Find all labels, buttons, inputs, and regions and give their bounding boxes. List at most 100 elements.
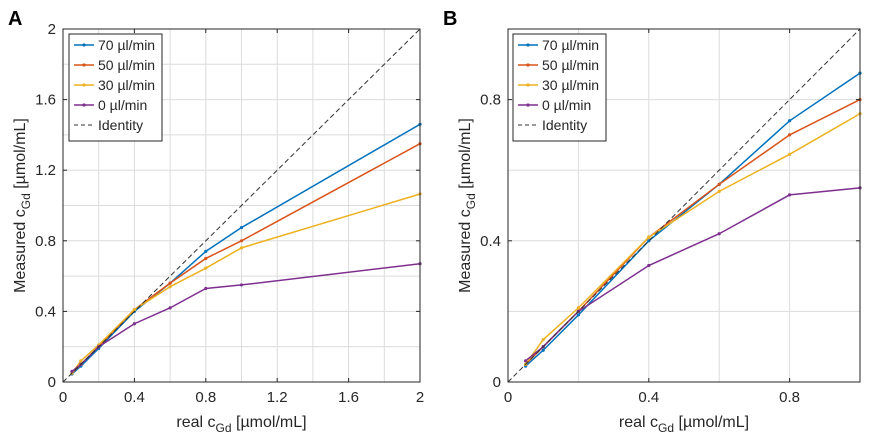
legend-box bbox=[68, 33, 163, 142]
data-point-30-l-min bbox=[168, 285, 172, 289]
ticks: 0 0.4 0.8 0 0.4 0.8 bbox=[480, 29, 860, 406]
y-axis-label-suffix: [µmol/mL] bbox=[457, 118, 474, 193]
legend-label-70-l-min: 70 µl/min bbox=[542, 37, 599, 53]
panel-label: B bbox=[443, 8, 457, 30]
legend-label-50-l-min: 50 µl/min bbox=[542, 57, 599, 73]
legend-label-70-l-min: 70 µl/min bbox=[98, 37, 155, 53]
legend-marker-50-l-min bbox=[82, 63, 86, 67]
data-point-30-l-min bbox=[717, 189, 721, 193]
y-tick-label: 0.4 bbox=[480, 233, 501, 250]
x-axis-label-prefix: real c bbox=[619, 414, 658, 431]
ticks: 0 0.4 0.8 1.2 1.6 2 0 0.4 0.8 1.2 1.6 2 bbox=[35, 21, 424, 406]
data-point-30-l-min bbox=[79, 359, 83, 363]
data-point-70-l-min bbox=[239, 225, 244, 230]
x-axis-label-sub: Gd bbox=[216, 421, 232, 435]
legend-label-30-l-min: 30 µl/min bbox=[98, 77, 155, 93]
legend-marker-70-l-min bbox=[82, 43, 86, 47]
x-axis-label-sub: Gd bbox=[658, 421, 674, 435]
legend-label-0-l-min: 0 µl/min bbox=[98, 97, 147, 113]
legend-marker-70-l-min bbox=[526, 43, 530, 47]
legend-marker-0-l-min bbox=[82, 103, 86, 107]
legend-marker-0-l-min bbox=[526, 103, 530, 107]
x-axis-label-suffix: [µmol/mL] bbox=[674, 414, 749, 431]
x-tick-label: 1.6 bbox=[338, 389, 359, 406]
data-point-70-l-min bbox=[788, 119, 792, 123]
y-axis-label-prefix: Measured c bbox=[12, 209, 29, 293]
x-tick-label: 0 bbox=[504, 389, 512, 406]
series-line-identity bbox=[507, 28, 861, 383]
data-point-70-l-min bbox=[204, 249, 208, 253]
x-tick-label: 2 bbox=[416, 389, 424, 406]
y-axis-label: Measured cGd [µmol/mL] bbox=[457, 118, 478, 293]
panel-label: A bbox=[8, 8, 22, 30]
data-point-30-l-min bbox=[576, 306, 581, 310]
data-point-30-l-min bbox=[788, 152, 792, 156]
legend-marker-30-l-min bbox=[526, 83, 530, 87]
series-group bbox=[507, 28, 862, 383]
data-point-70-l-min bbox=[576, 313, 581, 317]
data-point-0-l-min bbox=[204, 286, 208, 291]
y-tick-label: 1.2 bbox=[35, 162, 56, 179]
x-tick-label: 0.8 bbox=[779, 389, 800, 406]
data-point-0-l-min bbox=[168, 306, 172, 310]
data-point-70-l-min bbox=[541, 348, 545, 352]
x-axis-label: real cGd [µmol/mL] bbox=[176, 414, 306, 435]
legend-label-30-l-min: 30 µl/min bbox=[542, 77, 599, 93]
data-point-30-l-min bbox=[204, 266, 208, 270]
y-tick-label: 0 bbox=[48, 374, 56, 391]
legend-label-50-l-min: 50 µl/min bbox=[98, 57, 155, 73]
legend-label-0-l-min: 0 µl/min bbox=[542, 97, 591, 113]
x-tick-label: 1.2 bbox=[267, 389, 288, 406]
y-axis-label-suffix: [µmol/mL] bbox=[12, 118, 29, 193]
y-tick-label: 0.8 bbox=[480, 92, 501, 109]
legend-marker-50-l-min bbox=[526, 63, 530, 67]
data-point-50-l-min bbox=[788, 133, 792, 137]
data-point-30-l-min bbox=[239, 246, 244, 250]
y-axis-label-prefix: Measured c bbox=[457, 209, 474, 293]
x-tick-label: 0.4 bbox=[124, 389, 145, 406]
series-group bbox=[62, 28, 422, 383]
x-axis-label-prefix: real c bbox=[176, 414, 215, 431]
data-point-0-l-min bbox=[524, 359, 528, 363]
y-axis-label-sub: Gd bbox=[464, 193, 478, 209]
data-point-50-l-min bbox=[717, 182, 721, 186]
x-axis-label: real cGd [µmol/mL] bbox=[619, 414, 749, 435]
legend-box bbox=[512, 33, 607, 142]
data-point-0-l-min bbox=[70, 369, 74, 374]
y-tick-label: 2 bbox=[48, 21, 56, 38]
data-point-0-l-min bbox=[788, 193, 792, 197]
y-tick-label: 1.6 bbox=[35, 92, 56, 109]
data-point-30-l-min bbox=[541, 338, 545, 342]
x-tick-label: 0.4 bbox=[638, 389, 659, 406]
legend-label-identity: Identity bbox=[98, 117, 143, 133]
data-point-50-l-min bbox=[239, 239, 244, 243]
series-line-0-l-min bbox=[71, 263, 421, 372]
data-point-50-l-min bbox=[168, 281, 172, 285]
y-axis-label: Measured cGd [µmol/mL] bbox=[12, 118, 33, 293]
data-point-0-l-min bbox=[239, 283, 244, 287]
data-point-0-l-min bbox=[647, 263, 651, 268]
series-line-identity bbox=[62, 28, 421, 383]
y-tick-label: 0.4 bbox=[35, 303, 56, 320]
data-point-50-l-min bbox=[204, 256, 208, 261]
data-point-30-l-min bbox=[132, 308, 136, 312]
legend: 70 µl/min 50 µl/min 30 µl/min 0 µl/min Ident… bbox=[68, 33, 163, 142]
data-point-30-l-min bbox=[647, 235, 651, 239]
x-tick-label: 0.8 bbox=[195, 389, 216, 406]
x-tick-label: 0 bbox=[59, 389, 67, 406]
y-tick-label: 0 bbox=[493, 374, 501, 391]
data-point-0-l-min bbox=[717, 232, 721, 236]
y-tick-label: 0.8 bbox=[35, 233, 56, 250]
legend: 70 µl/min 50 µl/min 30 µl/min 0 µl/min Ident… bbox=[512, 33, 607, 142]
y-axis-label-sub: Gd bbox=[19, 193, 33, 209]
axes-frame bbox=[507, 28, 861, 383]
series-line-30-l-min bbox=[71, 193, 421, 374]
legend-label-identity: Identity bbox=[542, 117, 587, 133]
x-axis-label-suffix: [µmol/mL] bbox=[232, 414, 307, 431]
axes-frame bbox=[62, 28, 421, 383]
legend-marker-30-l-min bbox=[82, 83, 86, 87]
data-point-0-l-min bbox=[132, 322, 136, 326]
